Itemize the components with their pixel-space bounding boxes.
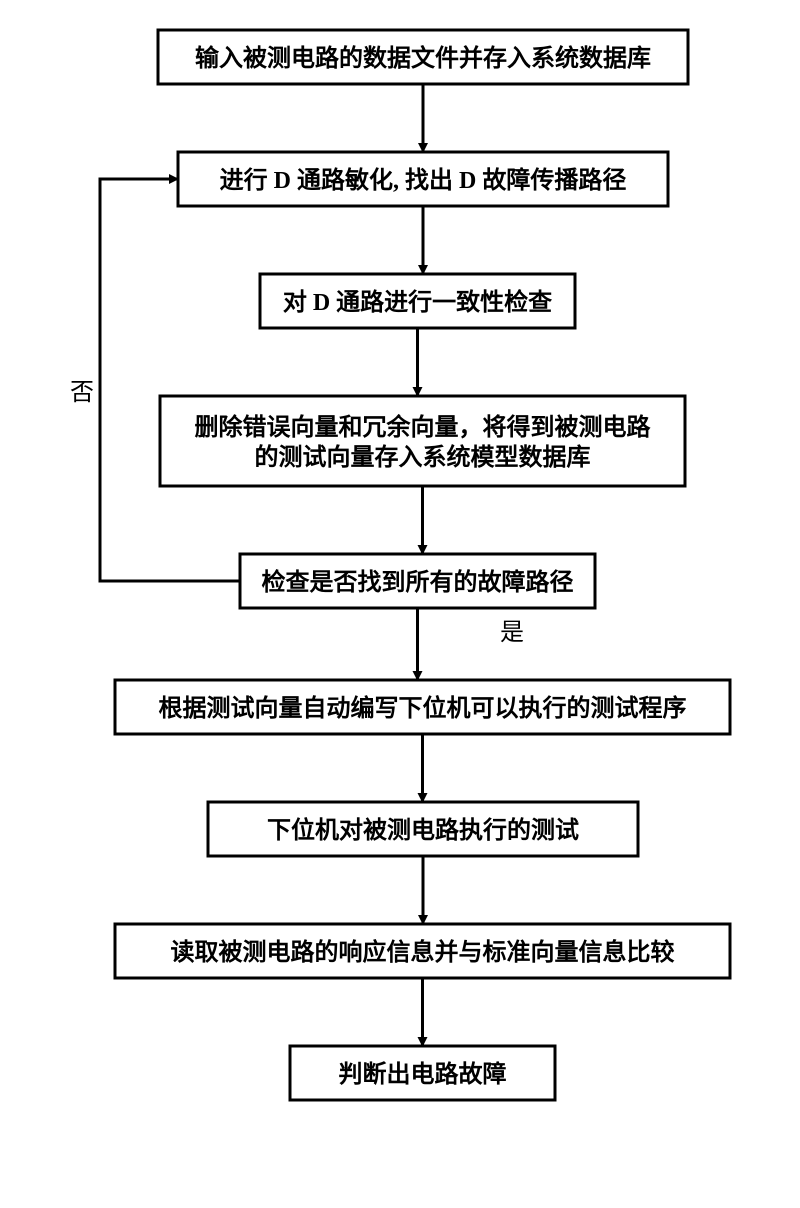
flow-node: 读取被测电路的响应信息并与标准向量信息比较 xyxy=(115,924,730,978)
flow-node-text: 输入被测电路的数据文件并存入系统数据库 xyxy=(195,44,651,72)
flow-node-text: 判断出电路故障 xyxy=(339,1060,507,1088)
flow-edge-label: 否 xyxy=(70,380,94,406)
flow-node: 判断出电路故障 xyxy=(290,1046,555,1100)
flow-node-text: 对 D 通路进行一致性检查 xyxy=(283,288,552,316)
flow-node: 删除错误向量和冗余向量，将得到被测电路的测试向量存入系统模型数据库 xyxy=(160,396,685,486)
flow-edge-loop xyxy=(100,179,240,581)
flow-node-text: 删除错误向量和冗余向量，将得到被测电路 xyxy=(195,413,652,441)
flow-node: 检查是否找到所有的故障路径 xyxy=(240,554,595,608)
flow-node: 进行 D 通路敏化, 找出 D 故障传播路径 xyxy=(178,152,668,206)
flow-node: 输入被测电路的数据文件并存入系统数据库 xyxy=(158,30,688,84)
flow-node-text: 检查是否找到所有的故障路径 xyxy=(262,568,574,596)
flow-node-text: 进行 D 通路敏化, 找出 D 故障传播路径 xyxy=(220,166,627,194)
flow-node: 对 D 通路进行一致性检查 xyxy=(260,274,575,328)
flow-node-text: 下位机对被测电路执行的测试 xyxy=(267,816,579,844)
flow-node-text: 读取被测电路的响应信息并与标准向量信息比较 xyxy=(171,938,675,966)
flow-edge-label: 是 xyxy=(500,620,524,646)
flow-node-text: 的测试向量存入系统模型数据库 xyxy=(255,443,591,471)
flow-node-text: 根据测试向量自动编写下位机可以执行的测试程序 xyxy=(159,694,687,722)
flow-node: 下位机对被测电路执行的测试 xyxy=(208,802,638,856)
flow-node: 根据测试向量自动编写下位机可以执行的测试程序 xyxy=(115,680,730,734)
